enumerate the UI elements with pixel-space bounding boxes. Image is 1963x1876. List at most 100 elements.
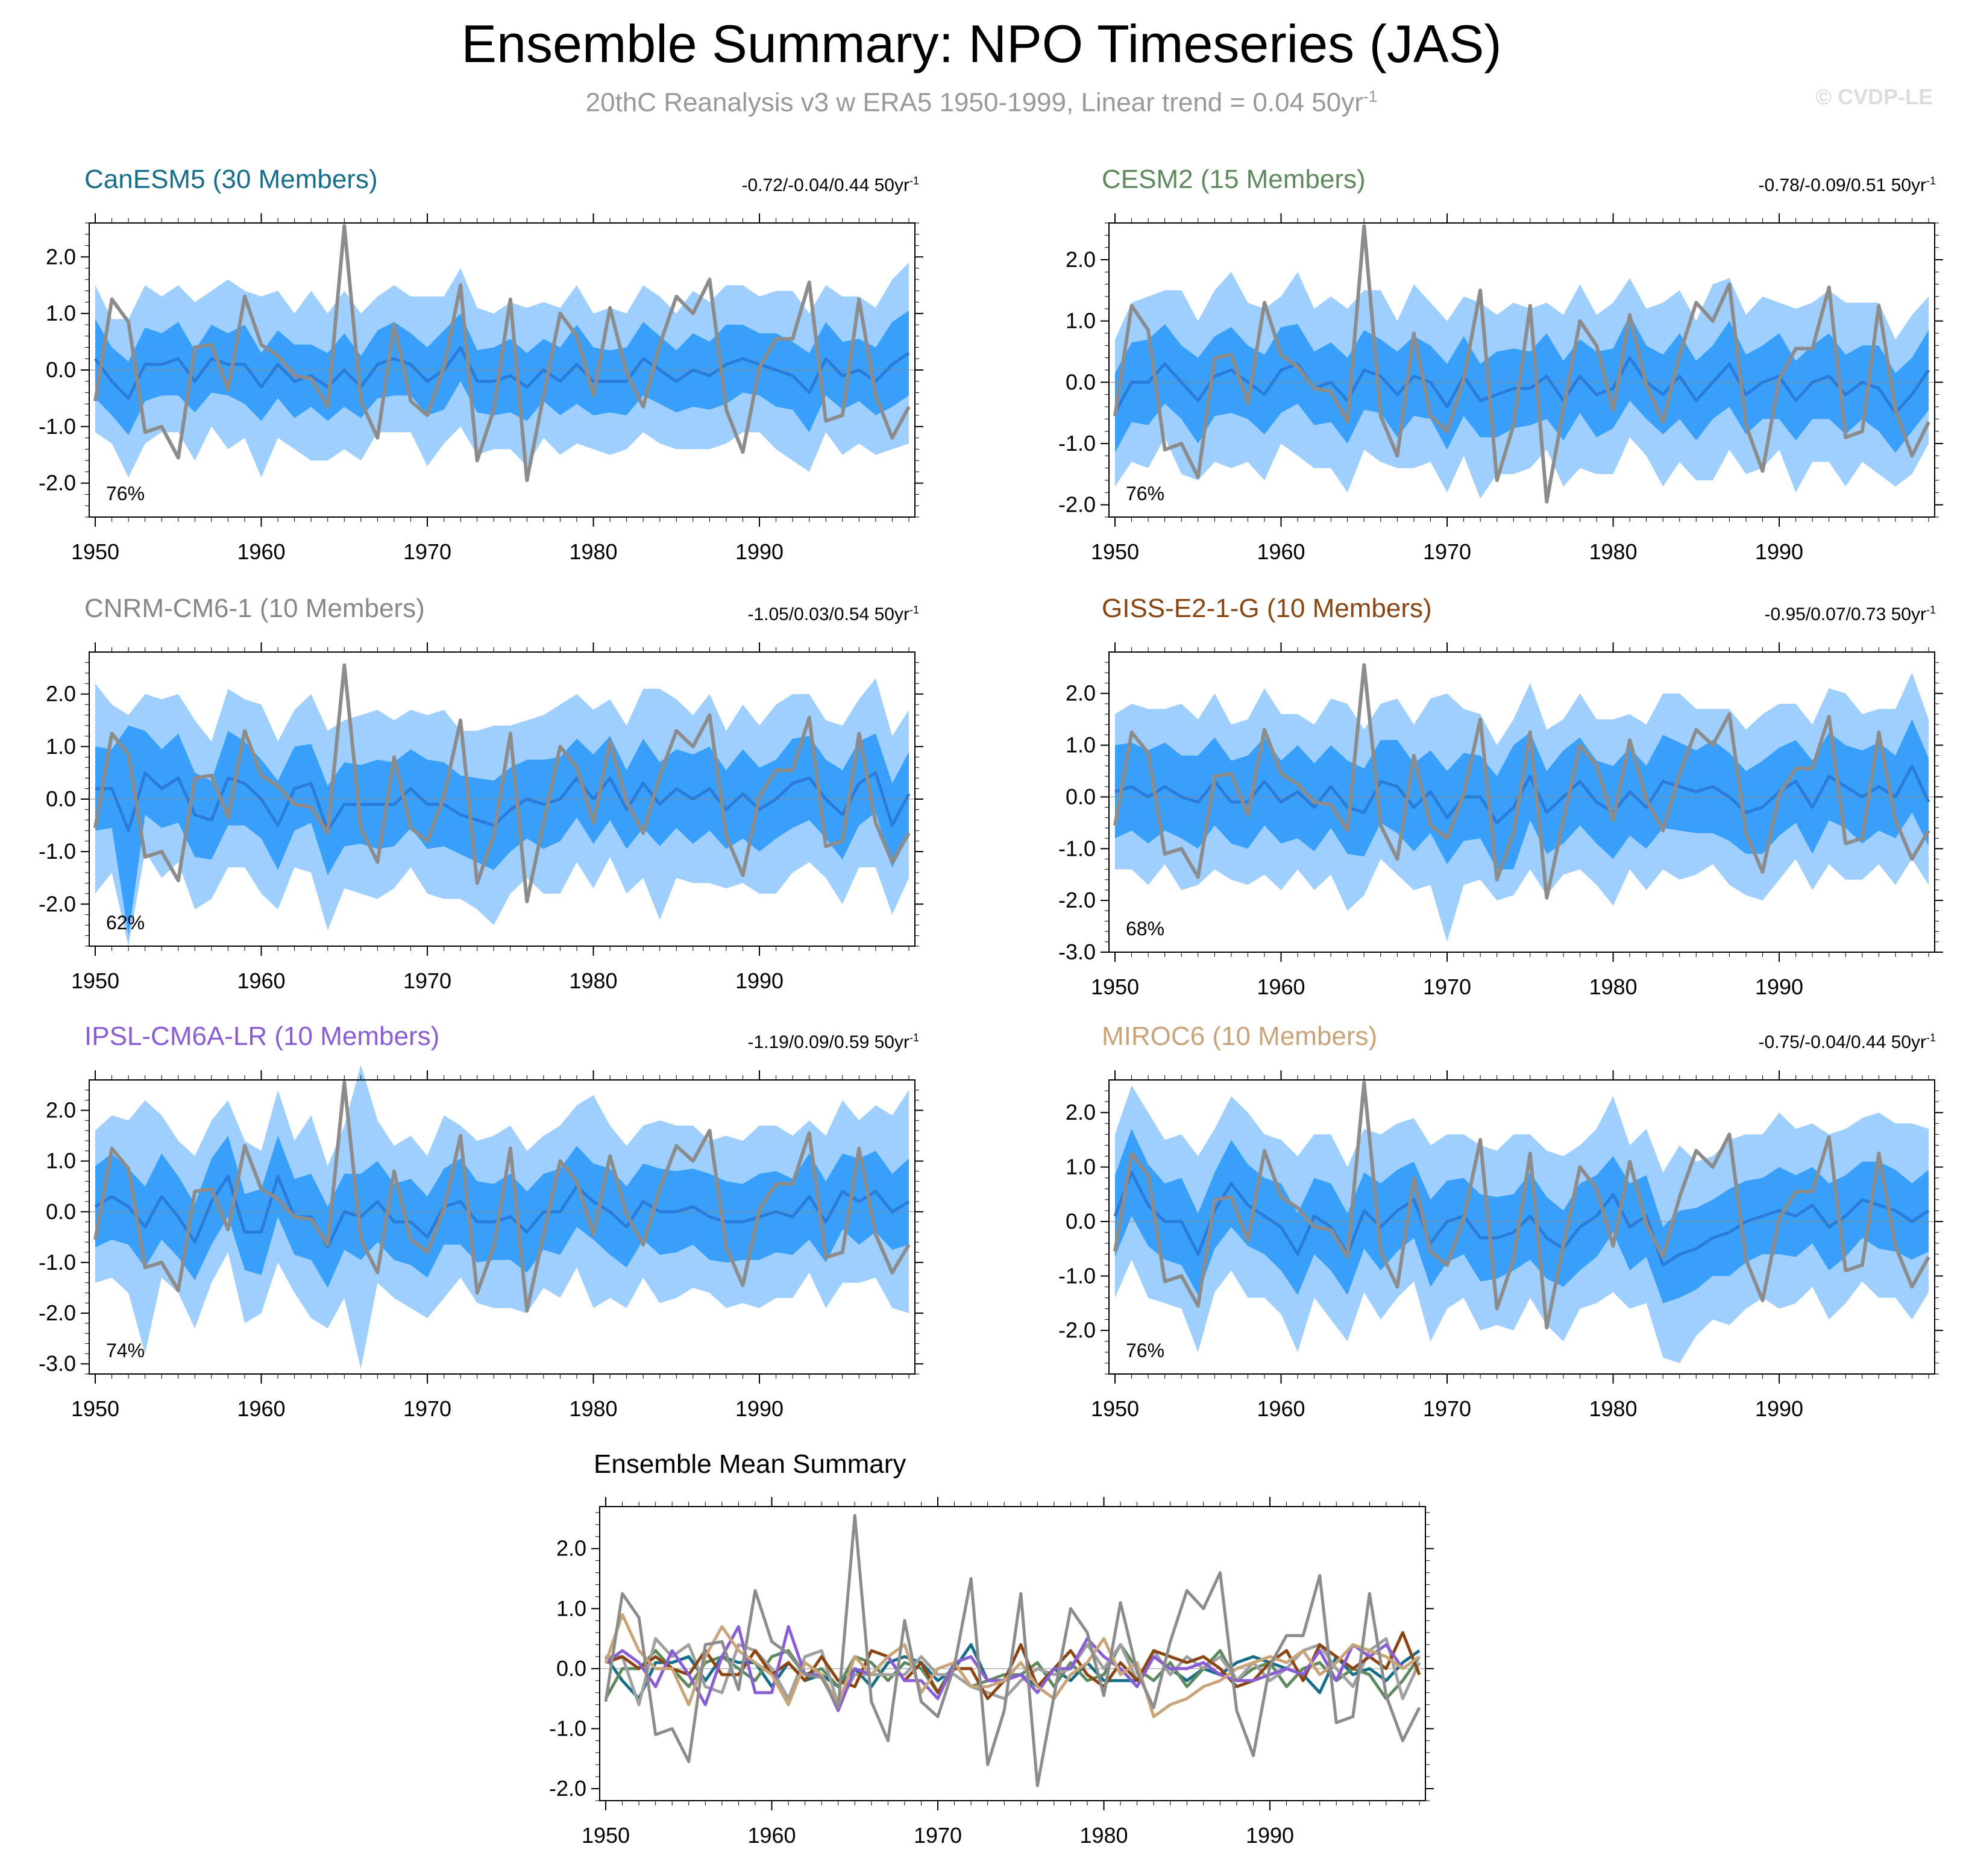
panel-title-miroc6: MIROC6 (10 Members) xyxy=(1102,1021,1378,1051)
ytick-label: -2.0 xyxy=(39,471,76,495)
ytick-label: -2.0 xyxy=(1058,888,1096,912)
observed-line xyxy=(1113,663,1930,900)
plot-frame xyxy=(89,651,916,947)
ensemble-mean-line xyxy=(94,1175,910,1249)
percent-label: 76% xyxy=(1126,1340,1164,1361)
subtitle-text: 20thC Reanalysis v3 w ERA5 1950-1999, Li… xyxy=(585,87,1363,118)
ytick-label: 1.0 xyxy=(1066,309,1096,333)
observed-line xyxy=(1113,1081,1930,1330)
ytick-label: 0.0 xyxy=(46,1199,76,1224)
xtick-label: 1970 xyxy=(914,1823,962,1848)
panel-stats-miroc6: -0.75/-0.04/0.44 50yr-1 xyxy=(1758,1032,1936,1052)
ytick-label: -3.0 xyxy=(39,1351,76,1376)
series-line-observations xyxy=(604,1514,1421,1787)
xtick-label: 1990 xyxy=(1755,1396,1803,1421)
panel-cesm2: 76% 2.0 1.0 0.0 -1.0 -2.0 1950 1960 1970 1980 1990 xyxy=(1058,213,1943,564)
plot-frame xyxy=(599,1506,1426,1801)
ytick-label: 1.0 xyxy=(556,1596,586,1620)
xtick-label: 1970 xyxy=(1423,1396,1471,1421)
percent-label: 76% xyxy=(1126,483,1164,504)
panel-cnrm: 62% 2.0 1.0 0.0 -1.0 -2.0 1950 1960 1970 1980 1990 xyxy=(39,642,923,993)
panel-giss: 68% 2.0 1.0 0.0 -1.0 -2.0 -3.0 1950 1960 1970 1980… xyxy=(1058,642,1943,999)
ytick-label: 2.0 xyxy=(556,1536,586,1561)
xtick-label: 1990 xyxy=(1246,1823,1294,1848)
xtick-label: 1980 xyxy=(569,1396,617,1421)
panel-ensemble-mean: 2.0 1.0 0.0 -1.0 -2.0 1950 1960 1970 1980 1990 xyxy=(549,1497,1434,1848)
ytick-label: -1.0 xyxy=(1058,431,1096,456)
ytick-label: 1.0 xyxy=(46,734,76,759)
ytick-label: -1.0 xyxy=(549,1716,586,1740)
ytick-label: 0.0 xyxy=(556,1656,586,1681)
page-subtitle: 20thC Reanalysis v3 w ERA5 1950-1999, Li… xyxy=(0,77,1963,122)
ytick-label: -2.0 xyxy=(1058,492,1096,517)
xtick-label: 1990 xyxy=(1755,974,1803,999)
ytick-label: 0.0 xyxy=(1066,369,1096,394)
xtick-label: 1950 xyxy=(1091,1396,1139,1421)
xtick-label: 1980 xyxy=(1079,1823,1128,1848)
xtick-label: 1970 xyxy=(403,1396,451,1421)
xtick-label: 1960 xyxy=(237,968,285,993)
panel-canesm5: 76% 2.0 1.0 0.0 -1.0 -2.0 1950 1960 1970 1980 1990 xyxy=(39,213,923,564)
panel-title-giss: GISS-E2-1-G (10 Members) xyxy=(1102,594,1432,623)
xtick-label: 1980 xyxy=(1589,974,1637,999)
ytick-label: 1.0 xyxy=(46,1149,76,1173)
panel-miroc6: 76% 2.0 1.0 0.0 -1.0 -2.0 1950 1960 1970 1980 1990 xyxy=(1058,1070,1943,1421)
xtick-label: 1960 xyxy=(1257,1396,1305,1421)
series-line-ipsl-cm6a-lr xyxy=(605,1625,1421,1713)
series-line-miroc6 xyxy=(604,1613,1421,1719)
panel-title-ipsl: IPSL-CM6A-LR (10 Members) xyxy=(84,1021,440,1051)
xtick-label: 1980 xyxy=(569,968,617,993)
observed-line xyxy=(93,1081,911,1313)
percent-label: 74% xyxy=(106,1340,145,1361)
spread-band-inner xyxy=(1115,315,1929,453)
ytick-label: 2.0 xyxy=(46,1097,76,1122)
xtick-label: 1990 xyxy=(735,1396,784,1421)
page-title: Ensemble Summary: NPO Timeseries (JAS) xyxy=(461,14,1502,74)
xtick-label: 1980 xyxy=(569,539,617,564)
xtick-label: 1950 xyxy=(71,539,119,564)
ytick-label: 2.0 xyxy=(1066,1100,1096,1125)
panel-stats-cesm2: -0.78/-0.09/0.51 50yr-1 xyxy=(1758,175,1936,195)
ytick-label: 1.0 xyxy=(1066,1155,1096,1179)
ytick-label: 2.0 xyxy=(1066,681,1096,706)
xtick-label: 1990 xyxy=(1755,539,1803,564)
ytick-label: 2.0 xyxy=(46,244,76,269)
plot-frame xyxy=(89,1079,916,1375)
xtick-label: 1970 xyxy=(403,968,451,993)
ytick-label: 0.0 xyxy=(46,786,76,811)
ytick-label: -1.0 xyxy=(39,414,76,439)
ytick-label: 0.0 xyxy=(46,357,76,382)
ytick-label: -3.0 xyxy=(1058,940,1096,964)
xtick-label: 1970 xyxy=(1423,539,1471,564)
plot-frame xyxy=(1108,1079,1935,1375)
xtick-label: 1950 xyxy=(1091,974,1139,999)
subtitle-superscript: -1 xyxy=(1363,87,1378,105)
xtick-label: 1960 xyxy=(1257,539,1305,564)
panel-title-canesm5: CanESM5 (30 Members) xyxy=(84,165,378,194)
ytick-label: -1.0 xyxy=(39,839,76,864)
ytick-label: -1.0 xyxy=(1058,836,1096,861)
plot-frame xyxy=(89,222,916,518)
ytick-label: 2.0 xyxy=(46,682,76,706)
ytick-label: 1.0 xyxy=(46,301,76,325)
plot-frame xyxy=(1108,651,1935,953)
xtick-label: 1970 xyxy=(403,539,451,564)
xtick-label: 1950 xyxy=(71,1396,119,1421)
spread-band-inner xyxy=(95,310,909,435)
panel-title-ensemble-mean: Ensemble Mean Summary xyxy=(594,1449,906,1479)
percent-label: 68% xyxy=(1126,918,1164,940)
xtick-label: 1960 xyxy=(237,1396,285,1421)
ytick-label: -1.0 xyxy=(1058,1263,1096,1288)
xtick-label: 1960 xyxy=(747,1823,796,1848)
xtick-label: 1970 xyxy=(1423,974,1471,999)
percent-label: 76% xyxy=(106,483,145,504)
ytick-label: 0.0 xyxy=(1066,1209,1096,1234)
panel-title-cesm2: CESM2 (15 Members) xyxy=(1102,165,1366,194)
panel-stats-ipsl: -1.19/0.09/0.59 50yr-1 xyxy=(747,1032,919,1052)
ytick-label: -2.0 xyxy=(39,1300,76,1325)
spread-band-inner xyxy=(95,726,909,936)
ytick-label: -2.0 xyxy=(1058,1318,1096,1343)
xtick-label: 1980 xyxy=(1589,539,1637,564)
panel-stats-cnrm: -1.05/0.03/0.54 50yr-1 xyxy=(747,604,919,624)
panel-stats-canesm5: -0.72/-0.04/0.44 50yr-1 xyxy=(741,175,919,195)
